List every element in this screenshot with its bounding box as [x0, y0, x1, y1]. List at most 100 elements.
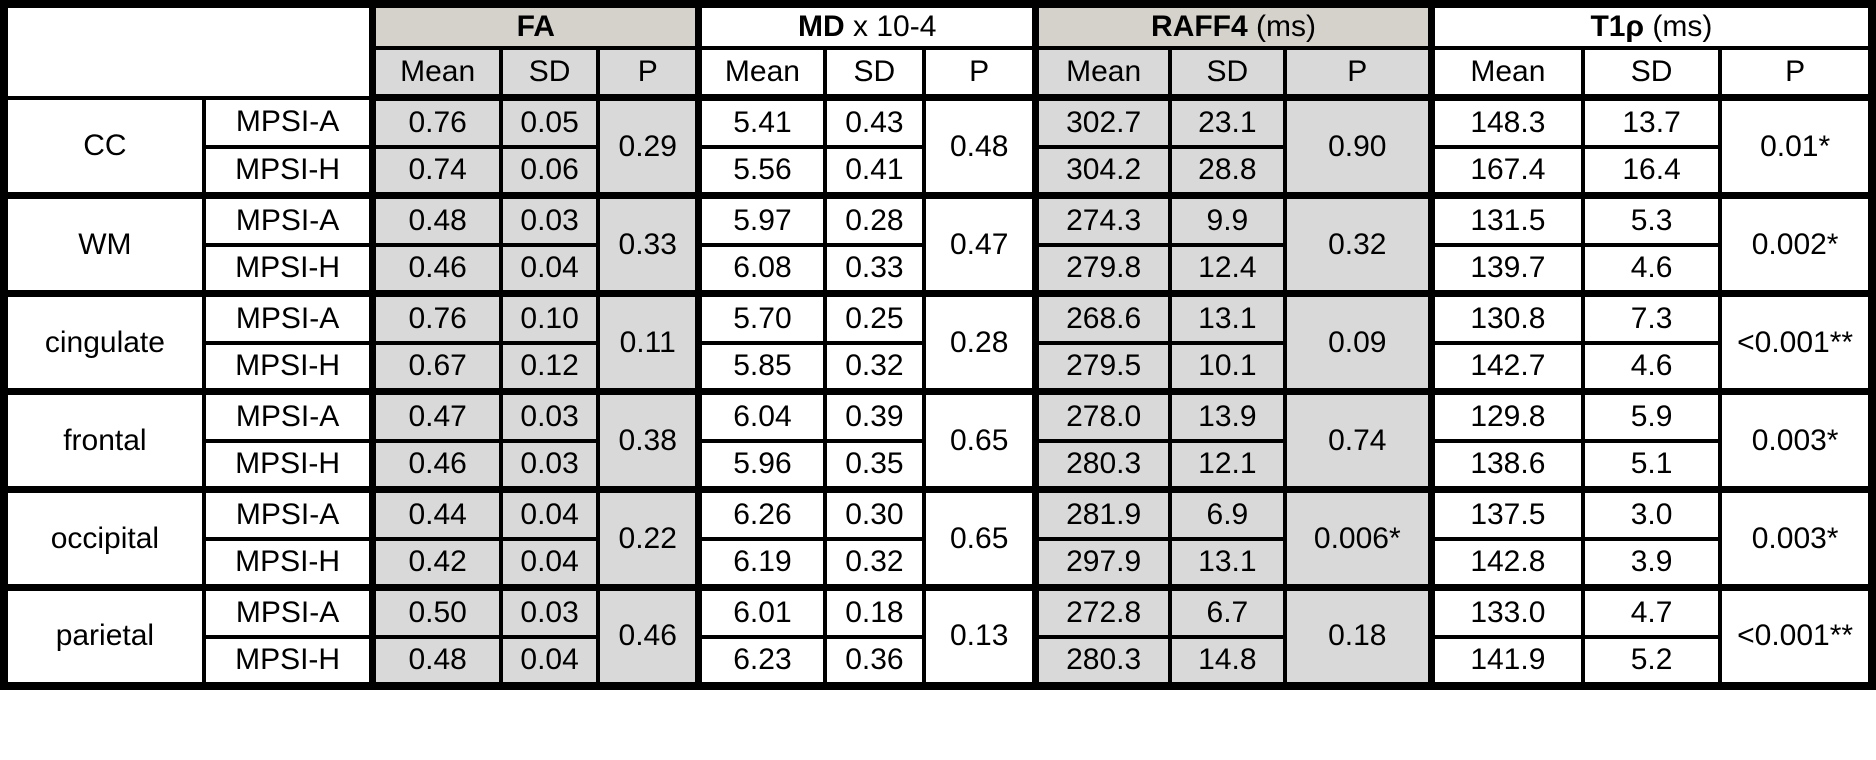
cell-fa-sd: 0.06	[498, 144, 601, 198]
cell-md-sd: 0.35	[822, 438, 927, 492]
cell-t1rho-p: <0.001**	[1718, 584, 1874, 688]
region-label-occipital: occipital	[2, 486, 206, 590]
cell-fa-mean: 0.42	[369, 536, 503, 590]
cell-raff4-sd: 28.8	[1168, 144, 1287, 198]
cell-t1rho-mean: 131.5	[1427, 192, 1585, 247]
cell-md-mean: 5.70	[695, 290, 827, 345]
col-header-fa-sd: SD	[498, 46, 601, 101]
region-label-frontal: frontal	[2, 388, 206, 492]
cell-raff4-sd: 13.1	[1168, 290, 1287, 345]
cell-fa-sd: 0.04	[498, 536, 601, 590]
cell-raff4-mean: 279.8	[1032, 242, 1173, 296]
cell-raff4-mean: 297.9	[1032, 536, 1173, 590]
cell-t1rho-mean: 167.4	[1427, 144, 1585, 198]
cell-t1rho-mean: 129.8	[1427, 388, 1585, 443]
col-header-t1rho-mean: Mean	[1427, 46, 1585, 101]
table-row: frontal MPSI-A 0.47 0.03 0.38 6.04 0.39 …	[2, 388, 1874, 492]
cell-t1rho-p: 0.002*	[1718, 192, 1874, 296]
table-row: CC MPSI-A 0.76 0.05 0.29 5.41 0.43 0.48 …	[2, 95, 1874, 198]
cell-raff4-p: 0.09	[1282, 290, 1434, 394]
col-header-t1rho-sd: SD	[1580, 46, 1723, 101]
col-header-fa-p: P	[596, 46, 701, 101]
cohort-label: MPSI-A	[201, 486, 375, 541]
table-row: occipital MPSI-A 0.44 0.04 0.22 6.26 0.3…	[2, 486, 1874, 590]
cell-t1rho-mean: 141.9	[1427, 634, 1585, 688]
cohort-label: MPSI-H	[201, 634, 375, 688]
cell-md-sd: 0.28	[822, 192, 927, 247]
col-section-t1rho-unit: (ms)	[1644, 10, 1713, 43]
cohort-label: MPSI-A	[201, 95, 375, 149]
cell-raff4-sd: 6.9	[1168, 486, 1287, 541]
cell-md-mean: 6.26	[695, 486, 827, 541]
cell-md-mean: 5.41	[695, 95, 827, 149]
cell-fa-mean: 0.46	[369, 242, 503, 296]
cell-fa-sd: 0.04	[498, 486, 601, 541]
cell-md-mean: 6.01	[695, 584, 827, 639]
col-header-fa-mean: Mean	[369, 46, 503, 101]
cell-fa-sd: 0.03	[498, 388, 601, 443]
cell-fa-p: 0.33	[596, 192, 701, 296]
cell-fa-mean: 0.74	[369, 144, 503, 198]
cell-raff4-mean: 280.3	[1032, 438, 1173, 492]
cell-t1rho-mean: 137.5	[1427, 486, 1585, 541]
cell-raff4-mean: 279.5	[1032, 340, 1173, 394]
cell-raff4-p: 0.18	[1282, 584, 1434, 688]
col-header-t1rho-p: P	[1718, 46, 1874, 101]
cohort-label: MPSI-H	[201, 242, 375, 296]
cohort-label: MPSI-A	[201, 290, 375, 345]
cell-raff4-mean: 268.6	[1032, 290, 1173, 345]
col-section-fa: FA	[369, 2, 701, 50]
col-header-raff4-sd: SD	[1168, 46, 1287, 101]
cell-md-mean: 6.04	[695, 388, 827, 443]
cell-fa-mean: 0.48	[369, 192, 503, 247]
cell-raff4-p: 0.90	[1282, 95, 1434, 198]
cell-md-sd: 0.33	[822, 242, 927, 296]
table-row: MPSI-H 0.46 0.03 5.96 0.35 280.3 12.1 13…	[4, 438, 1872, 492]
cohort-label: MPSI-H	[201, 438, 375, 492]
col-section-t1rho: T1ρ (ms)	[1427, 2, 1874, 50]
cell-md-p: 0.65	[922, 388, 1038, 492]
cell-t1rho-mean: 139.7	[1427, 242, 1585, 296]
cell-t1rho-sd: 3.0	[1580, 486, 1723, 541]
col-header-md-p: P	[922, 46, 1038, 101]
header-row-subheaders: Mean SD P Mean SD P Mean SD P Mean SD P	[4, 46, 1874, 101]
table-row: MPSI-H 0.48 0.04 6.23 0.36 280.3 14.8 14…	[4, 634, 1872, 688]
col-section-md: MD x 10-4	[695, 2, 1038, 50]
cell-raff4-sd: 23.1	[1168, 95, 1287, 149]
cell-md-sd: 0.25	[822, 290, 927, 345]
cohort-label: MPSI-H	[201, 340, 375, 394]
cell-md-sd: 0.30	[822, 486, 927, 541]
cell-raff4-sd: 13.9	[1168, 388, 1287, 443]
cell-fa-sd: 0.05	[498, 95, 601, 149]
col-header-md-mean: Mean	[695, 46, 827, 101]
cell-t1rho-sd: 16.4	[1580, 144, 1723, 198]
cell-md-mean: 5.96	[695, 438, 827, 492]
cohort-label: MPSI-H	[201, 144, 375, 198]
cell-md-mean: 5.97	[695, 192, 827, 247]
col-section-md-unit: x 10-4	[844, 10, 937, 43]
cell-t1rho-sd: 3.9	[1580, 536, 1723, 590]
table-row: cingulate MPSI-A 0.76 0.10 0.11 5.70 0.2…	[2, 290, 1874, 394]
cell-raff4-p: 0.006*	[1282, 486, 1434, 590]
cell-md-mean: 6.08	[695, 242, 827, 296]
cell-md-mean: 5.56	[695, 144, 827, 198]
cell-t1rho-mean: 130.8	[1427, 290, 1585, 345]
table-row: MPSI-H 0.46 0.04 6.08 0.33 279.8 12.4 13…	[4, 242, 1872, 296]
cell-raff4-sd: 9.9	[1168, 192, 1287, 247]
cell-fa-p: 0.11	[596, 290, 701, 394]
cell-fa-mean: 0.47	[369, 388, 503, 443]
cell-raff4-mean: 272.8	[1032, 584, 1173, 639]
results-table: FA MD x 10-4 RAFF4 (ms) T1ρ (ms) Mean SD…	[0, 0, 1876, 690]
col-section-raff4: RAFF4 (ms)	[1032, 2, 1434, 50]
cohort-label: MPSI-A	[201, 388, 375, 443]
cell-fa-sd: 0.03	[498, 584, 601, 639]
cell-raff4-mean: 274.3	[1032, 192, 1173, 247]
cell-raff4-sd: 13.1	[1168, 536, 1287, 590]
cell-raff4-mean: 281.9	[1032, 486, 1173, 541]
cell-raff4-mean: 280.3	[1032, 634, 1173, 688]
cell-raff4-p: 0.32	[1282, 192, 1434, 296]
table-row: parietal MPSI-A 0.50 0.03 0.46 6.01 0.18…	[2, 584, 1874, 688]
cell-t1rho-sd: 4.6	[1580, 242, 1723, 296]
cell-t1rho-mean: 148.3	[1427, 95, 1585, 149]
cell-t1rho-mean: 142.8	[1427, 536, 1585, 590]
